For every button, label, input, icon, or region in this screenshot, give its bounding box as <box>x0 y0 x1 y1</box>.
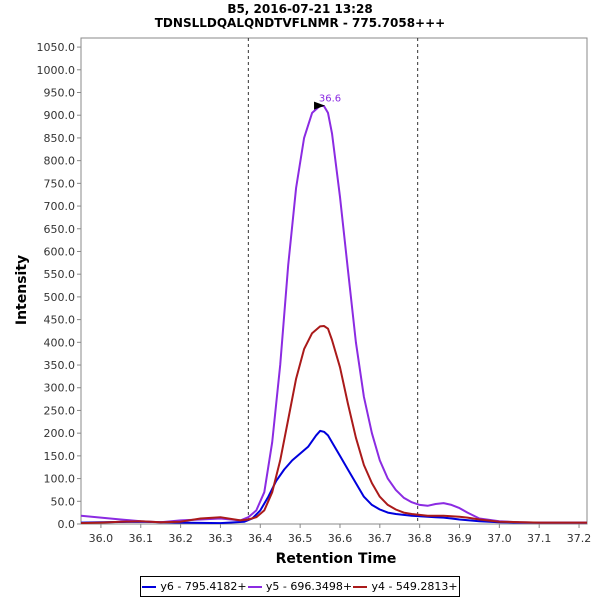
y-tick-label: 1050.0 <box>37 41 76 54</box>
series-line-y4 <box>81 325 587 524</box>
y-tick-label: 950.0 <box>44 87 76 100</box>
x-tick-label: 37.1 <box>527 532 552 545</box>
y-tick-label: 800.0 <box>44 155 76 168</box>
peak-marker <box>314 101 326 110</box>
legend-item-y4: y4 - 549.2813+ <box>353 580 458 593</box>
y-tick-label: 300.0 <box>44 382 76 395</box>
x-tick-label: 36.0 <box>89 532 114 545</box>
chromatogram-chart: B5, 2016-07-21 13:28 TDNSLLDQALQNDTVFLNM… <box>14 2 592 567</box>
legend-label-y6: y6 - 795.4182+ <box>160 580 247 593</box>
x-tick-label: 36.7 <box>368 532 393 545</box>
legend-label-y4: y4 - 549.2813+ <box>371 580 458 593</box>
y-tick-label: 100.0 <box>44 473 76 486</box>
legend-item-y5: y5 - 696.3498+ <box>247 580 353 593</box>
y-tick-label: 0.0 <box>58 518 76 531</box>
plot-area <box>80 37 588 525</box>
y-tick-label: 350.0 <box>44 359 76 372</box>
y-tick-label: 450.0 <box>44 314 76 327</box>
y-tick-label: 850.0 <box>44 132 76 145</box>
y-axis-label: Intensity <box>14 255 30 325</box>
y-tick-label: 250.0 <box>44 404 76 417</box>
chart-subtitle: TDNSLLDQALQNDTVFLNMR - 775.7058+++ <box>155 16 445 30</box>
y-tick-label: 700.0 <box>44 200 76 213</box>
chart-title: B5, 2016-07-21 13:28 <box>227 2 372 16</box>
x-tick-label: 37.2 <box>567 532 592 545</box>
y-tick-label: 650.0 <box>44 223 76 236</box>
legend-swatch-y6 <box>142 585 157 588</box>
x-tick-label: 36.6 <box>328 532 353 545</box>
x-axis-label: Retention Time <box>276 551 397 567</box>
y-tick-label: 900.0 <box>44 109 76 122</box>
y-tick-label: 400.0 <box>44 336 76 349</box>
legend-label-y5: y5 - 696.3498+ <box>265 580 353 593</box>
y-tick-label: 550.0 <box>44 268 76 281</box>
x-tick-label: 36.2 <box>168 532 193 545</box>
y-tick-label: 1000.0 <box>37 64 76 77</box>
y-tick-label: 500.0 <box>44 291 76 304</box>
y-tick-label: 50.0 <box>51 495 76 508</box>
y-tick-label: 600.0 <box>44 245 76 258</box>
y-tick-label: 750.0 <box>44 177 76 190</box>
legend: y6 - 795.4182+ y5 - 696.3498+ y4 - 549.2… <box>140 576 460 597</box>
y-tick-label: 150.0 <box>44 450 76 463</box>
x-tick-label: 36.8 <box>407 532 432 545</box>
x-tick-label: 36.1 <box>129 532 154 545</box>
x-tick-label: 36.9 <box>447 532 472 545</box>
y-tick-label: 200.0 <box>44 427 76 440</box>
legend-swatch-y5 <box>247 585 262 588</box>
series-line-y6 <box>81 429 587 524</box>
x-tick-label: 36.3 <box>208 532 233 545</box>
legend-swatch-y4 <box>353 585 368 588</box>
x-tick-label: 37.0 <box>487 532 512 545</box>
x-tick-label: 36.4 <box>248 532 273 545</box>
x-tick-label: 36.5 <box>288 532 313 545</box>
series-group <box>81 104 587 524</box>
peak-annotation-label: 36.6 <box>319 94 341 105</box>
legend-item-y6: y6 - 795.4182+ <box>142 580 247 593</box>
